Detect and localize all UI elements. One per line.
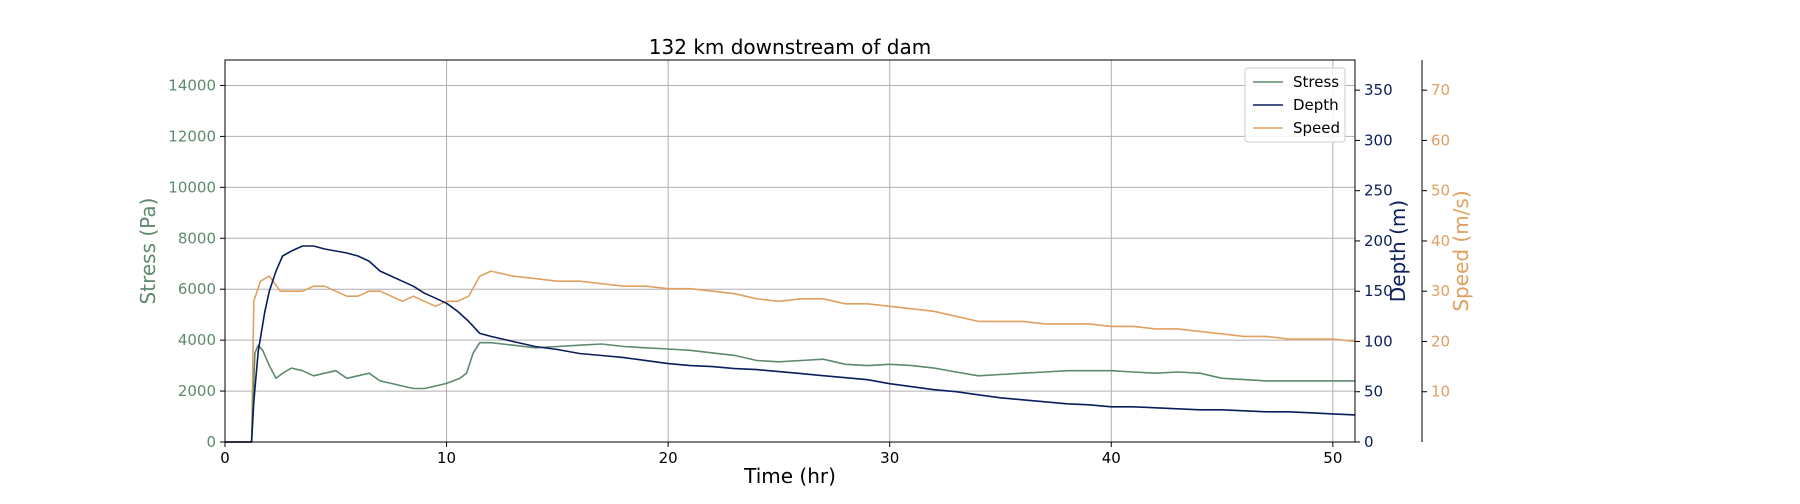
series-line-stress	[225, 341, 1355, 443]
series-line-speed	[225, 270, 1356, 443]
stress-tick-label-7: 14000	[168, 76, 216, 94]
stress-tick-label-5: 10000	[168, 178, 216, 196]
depth-tick-label-5: 250	[1364, 182, 1393, 200]
speed-tick-label-4: 50	[1431, 182, 1450, 200]
legend: Stress Depth Speed	[1244, 67, 1346, 143]
legend-box	[1244, 67, 1346, 143]
depth-tick-label-3: 150	[1364, 282, 1393, 300]
stress-tick-label-1: 2000	[178, 382, 216, 400]
stress-tick-label-0: 0	[206, 433, 216, 451]
speed-tick-label-1: 20	[1431, 332, 1450, 350]
depth-axis-title: Depth (m)	[1386, 200, 1410, 302]
speed-tick-label-5: 60	[1431, 131, 1450, 149]
stress-axis-title: Stress (Pa)	[136, 198, 160, 305]
depth-tick-label-1: 50	[1364, 383, 1383, 401]
speed-tick-label-3: 40	[1431, 232, 1450, 250]
depth-tick-label-2: 100	[1364, 332, 1393, 350]
chart-title: 132 km downstream of dam	[649, 35, 931, 59]
x-tick-label-4: 40	[1102, 449, 1121, 467]
axes-layer: 0 10 20 30 40 5002000400060008000100001200014…	[168, 60, 1450, 467]
stress-tick-label-3: 6000	[178, 280, 216, 298]
stress-tick-label-4: 8000	[178, 229, 216, 247]
plot-frame	[224, 59, 1356, 443]
speed-tick-label-2: 30	[1431, 282, 1450, 300]
depth-tick-label-6: 300	[1364, 131, 1393, 149]
x-tick-label-3: 30	[880, 449, 899, 467]
depth-tick-label-7: 350	[1364, 81, 1393, 99]
x-tick-label-0: 0	[220, 449, 230, 467]
stress-tick-label-2: 4000	[178, 331, 216, 349]
series-layer	[225, 245, 1356, 443]
x-tick-label-1: 10	[437, 449, 456, 467]
depth-tick-label-4: 200	[1364, 232, 1393, 250]
speed-tick-label-0: 10	[1431, 383, 1450, 401]
legend-label-stress: Stress	[1293, 73, 1339, 91]
x-tick-label-5: 50	[1323, 449, 1342, 467]
x-tick-label-2: 20	[659, 449, 678, 467]
series-line-depth	[225, 245, 1356, 443]
speed-axis-title: Speed (m/s)	[1449, 190, 1473, 311]
depth-tick-label-0: 0	[1364, 433, 1374, 451]
legend-label-speed: Speed	[1293, 119, 1340, 137]
speed-tick-label-6: 70	[1431, 81, 1450, 99]
legend-entries: Stress Depth Speed	[1253, 73, 1340, 137]
legend-label-depth: Depth	[1293, 96, 1339, 114]
stress-tick-label-6: 12000	[168, 127, 216, 145]
x-axis-title: Time (hr)	[743, 464, 836, 488]
